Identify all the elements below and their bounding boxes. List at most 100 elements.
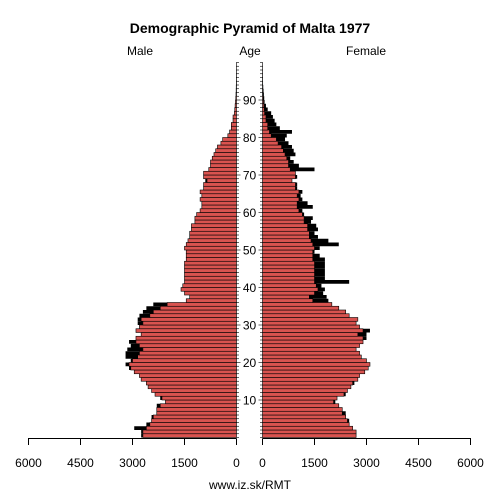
female-bar-excess <box>307 227 318 232</box>
female-bar <box>262 395 338 401</box>
female-bar <box>262 182 296 187</box>
male-bar <box>161 395 237 401</box>
female-bars <box>262 62 371 438</box>
male-bar <box>232 118 237 123</box>
female-bar <box>262 264 315 270</box>
female-bar <box>262 410 343 416</box>
female-bar <box>262 392 345 397</box>
female-bar-excess <box>265 115 273 119</box>
female-bar-excess <box>286 156 291 160</box>
female-bar-excess <box>314 265 325 269</box>
female-bar <box>262 320 357 326</box>
female-bar <box>262 208 300 213</box>
female-bar <box>262 204 298 210</box>
female-bar <box>262 227 308 232</box>
female-bar-excess <box>312 298 329 303</box>
female-bar <box>262 362 371 367</box>
female-bar <box>262 317 359 322</box>
female-bar-excess <box>297 201 308 205</box>
male-bar <box>199 189 237 195</box>
female-bar-excess <box>281 145 292 149</box>
female-bar-excess <box>263 92 264 97</box>
x-tick-label: 6000 <box>457 456 484 470</box>
female-bar <box>262 302 333 307</box>
female-bar-excess <box>309 235 318 239</box>
male-bar <box>185 257 237 262</box>
male-bar <box>191 227 237 232</box>
male-bar <box>149 422 237 427</box>
female-bar-excess <box>297 205 313 209</box>
male-bar <box>210 159 237 165</box>
female-bar-excess <box>263 96 265 100</box>
female-bar <box>262 335 364 341</box>
male-bar <box>140 317 237 322</box>
female-bar <box>262 129 270 135</box>
male-bar <box>147 384 237 390</box>
male-bar-excess <box>156 403 161 408</box>
female-bar <box>262 107 265 112</box>
female-bar <box>262 350 360 356</box>
male-bar-excess <box>125 355 138 359</box>
female-bar <box>262 122 268 127</box>
female-bar-excess <box>307 223 317 228</box>
female-bar <box>262 223 308 228</box>
female-bar-excess <box>304 216 313 220</box>
female-bar <box>262 103 265 108</box>
male-bar-excess <box>160 396 162 400</box>
male-bar <box>182 283 237 288</box>
female-bar <box>262 429 357 435</box>
female-bar <box>262 313 350 318</box>
female-bar-excess <box>285 152 296 157</box>
x-tick-label: 1500 <box>171 456 198 470</box>
female-bar-excess <box>265 118 275 123</box>
male-bar <box>135 328 237 333</box>
male-bar-excess <box>141 430 143 434</box>
male-bar <box>199 197 237 202</box>
female-bar-excess <box>264 111 272 115</box>
male-bar <box>210 163 237 168</box>
male-bar <box>203 170 237 176</box>
male-bar <box>142 429 237 435</box>
female-bar <box>262 275 315 281</box>
female-bar-excess <box>267 122 277 127</box>
female-bar <box>262 212 303 217</box>
female-bar <box>262 287 319 292</box>
female-bar <box>262 230 310 236</box>
female-bar <box>262 99 264 105</box>
male-bar <box>184 268 237 273</box>
female-bar <box>262 309 346 315</box>
female-bar-excess <box>314 246 320 250</box>
female-bar <box>262 95 264 101</box>
female-bar <box>262 238 312 243</box>
female-bar-excess <box>314 268 325 273</box>
female-bar <box>262 384 352 390</box>
female-bar <box>262 155 288 161</box>
male-bar <box>135 339 237 345</box>
female-bar <box>262 380 353 386</box>
axes: 6000 4500 3000 1500 0 0 1500 3000 4500 6000 10 20 30… <box>15 62 484 470</box>
female-bar <box>262 354 362 360</box>
male-bar <box>227 133 237 138</box>
female-bar <box>262 283 317 288</box>
chart-title: Demographic Pyramid of Malta 1977 <box>130 20 371 36</box>
female-bar <box>262 268 315 273</box>
male-bar <box>159 305 237 311</box>
male-bar <box>187 238 237 243</box>
male-bar-excess <box>134 426 147 430</box>
male-bar <box>194 215 237 221</box>
male-bar <box>156 407 237 412</box>
male-bar-excess <box>125 351 140 355</box>
female-bar-excess <box>288 160 294 164</box>
female-bar <box>262 242 314 247</box>
female-bar-excess <box>304 220 312 224</box>
female-bar <box>262 298 314 303</box>
male-bar <box>184 272 237 277</box>
male-bar <box>234 103 237 108</box>
female-bar <box>262 425 353 431</box>
female-bar-excess <box>276 137 286 142</box>
male-bar <box>140 332 237 337</box>
female-bar-excess <box>314 276 325 280</box>
male-bar-excess <box>146 422 150 427</box>
male-bar-excess <box>141 433 143 438</box>
female-bar-excess <box>295 175 298 179</box>
